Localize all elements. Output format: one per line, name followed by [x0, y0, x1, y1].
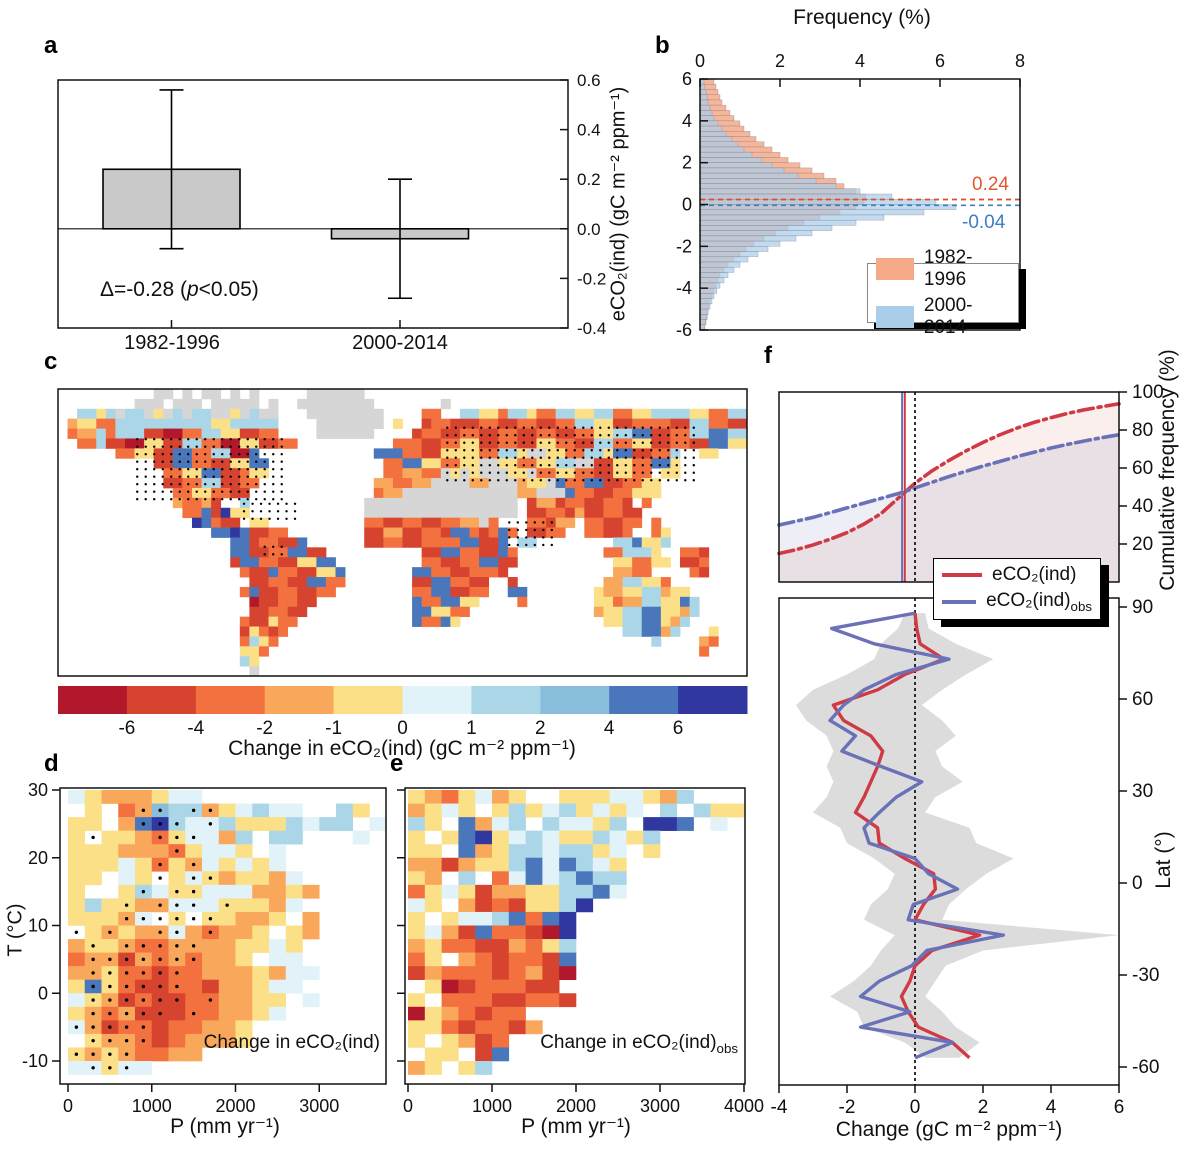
svg-text:0: 0 — [682, 195, 692, 215]
svg-text:3000: 3000 — [640, 1096, 680, 1116]
svg-text:60: 60 — [1132, 458, 1153, 479]
svg-text:-4: -4 — [676, 278, 692, 298]
svg-text:4: 4 — [604, 718, 615, 739]
svg-text:60: 60 — [1132, 689, 1153, 710]
legend-label-eco2ind: eCO₂(ind) — [992, 564, 1077, 586]
panel-e-x-axis-label: P (mm yr⁻¹) — [521, 1115, 631, 1138]
svg-text:1000: 1000 — [132, 1096, 172, 1116]
panel-f-bottom-y-axis-label: Lat (°) — [1152, 831, 1175, 889]
svg-text:-60: -60 — [1132, 1057, 1159, 1078]
svg-text:0: 0 — [1132, 873, 1143, 894]
svg-text:0: 0 — [397, 718, 408, 739]
svg-text:2: 2 — [682, 153, 692, 173]
svg-text:-10: -10 — [22, 1051, 48, 1071]
svg-text:0: 0 — [910, 1097, 921, 1118]
svg-text:0.0: 0.0 — [577, 220, 601, 239]
svg-text:40: 40 — [1132, 496, 1153, 517]
svg-text:4: 4 — [682, 111, 692, 131]
svg-text:20: 20 — [28, 848, 48, 868]
svg-text:-1: -1 — [325, 718, 342, 739]
svg-text:-0.2: -0.2 — [577, 269, 606, 288]
panel-a-y-axis-label: eCO₂(ind) (gC m⁻² ppm⁻¹) — [607, 86, 630, 322]
panel-d-x-axis-label: P (mm yr⁻¹) — [170, 1115, 280, 1138]
panel-b-legend: 1982-1996 2000-2014 — [867, 247, 1019, 338]
svg-text:0: 0 — [695, 51, 705, 71]
svg-text:-2: -2 — [256, 718, 273, 739]
svg-text:6: 6 — [1114, 1097, 1125, 1118]
svg-text:2: 2 — [978, 1097, 989, 1118]
panel-c-letter: c — [44, 348, 58, 375]
svg-text:-6: -6 — [118, 718, 135, 739]
legend-swatch-2000-2014 — [876, 306, 914, 328]
panel-b-mean-2000: -0.04 — [962, 212, 1006, 233]
svg-text:2: 2 — [535, 718, 546, 739]
panel-d-letter: d — [44, 750, 59, 777]
panel-f-letter: f — [764, 342, 772, 369]
svg-text:-2: -2 — [839, 1097, 856, 1118]
svg-text:10: 10 — [28, 916, 48, 936]
svg-text:90: 90 — [1132, 597, 1153, 618]
svg-text:2: 2 — [775, 51, 785, 71]
svg-text:6: 6 — [682, 69, 692, 89]
svg-text:30: 30 — [28, 780, 48, 800]
legend-label-1982-1996: 1982-1996 — [923, 247, 973, 290]
svg-text:0.4: 0.4 — [577, 121, 601, 140]
svg-text:-6: -6 — [676, 320, 692, 340]
svg-text:6: 6 — [935, 51, 945, 71]
svg-text:0.2: 0.2 — [577, 170, 601, 189]
svg-text:1000: 1000 — [472, 1096, 512, 1116]
panel-d-annotation: Change in eCO₂(ind) — [203, 1032, 380, 1053]
svg-text:0: 0 — [38, 983, 48, 1003]
svg-text:-0.4: -0.4 — [577, 319, 606, 338]
panel-a-annotation: Δ=-0.28 (p<0.05) — [100, 278, 259, 301]
legend-label-eco2ind-obs: eCO₂(ind)obs — [986, 590, 1092, 614]
panel-c-colorbar-caption: Change in eCO₂(ind) (gC m⁻² ppm⁻¹) — [228, 737, 576, 760]
panel-e-letter: e — [390, 750, 404, 777]
svg-text:4: 4 — [855, 51, 865, 71]
svg-text:-30: -30 — [1132, 965, 1159, 986]
svg-text:4000: 4000 — [724, 1096, 764, 1116]
panel-d-y-axis-label: T (°C) — [4, 903, 27, 957]
panel-b-title: Frequency (%) — [793, 6, 931, 29]
svg-text:80: 80 — [1132, 420, 1153, 441]
panel-e-annotation: Change in eCO₂(ind)obs — [540, 1032, 738, 1056]
svg-text:1: 1 — [466, 718, 477, 739]
svg-text:3000: 3000 — [299, 1096, 339, 1116]
legend-line-eco2ind-obs — [942, 599, 977, 604]
panel-f-x-axis-label: Change (gC m⁻² ppm⁻¹) — [835, 1118, 1063, 1141]
panel-f-legend: eCO₂(ind) eCO₂(ind)obs — [933, 558, 1101, 620]
svg-text:6: 6 — [673, 718, 684, 739]
svg-text:2000: 2000 — [215, 1096, 255, 1116]
svg-text:-4: -4 — [187, 718, 204, 739]
svg-text:30: 30 — [1132, 781, 1153, 802]
panel-a-xtick-2000-2014: 2000-2014 — [352, 332, 448, 354]
panel-a-letter: a — [44, 32, 58, 59]
svg-text:-4: -4 — [771, 1097, 788, 1118]
legend-swatch-1982-1996 — [876, 258, 914, 280]
svg-text:0: 0 — [403, 1096, 413, 1116]
svg-text:100: 100 — [1132, 382, 1164, 403]
panel-a-xtick-1982-1996: 1982-1996 — [124, 332, 220, 354]
svg-text:-2: -2 — [676, 236, 692, 256]
svg-text:2000: 2000 — [556, 1096, 596, 1116]
legend-line-eco2ind — [942, 573, 982, 578]
svg-text:8: 8 — [1015, 51, 1025, 71]
svg-text:0: 0 — [63, 1096, 73, 1116]
svg-text:0.6: 0.6 — [577, 71, 601, 90]
panel-b-mean-1982: 0.24 — [972, 174, 1009, 195]
svg-text:20: 20 — [1132, 534, 1153, 555]
panel-b-letter: b — [655, 32, 670, 59]
panel-f-top-y-axis-label: Cumulative frequency (%) — [1156, 349, 1179, 591]
legend-label-2000-2014: 2000-2014 — [923, 295, 973, 338]
svg-text:4: 4 — [1046, 1097, 1057, 1118]
